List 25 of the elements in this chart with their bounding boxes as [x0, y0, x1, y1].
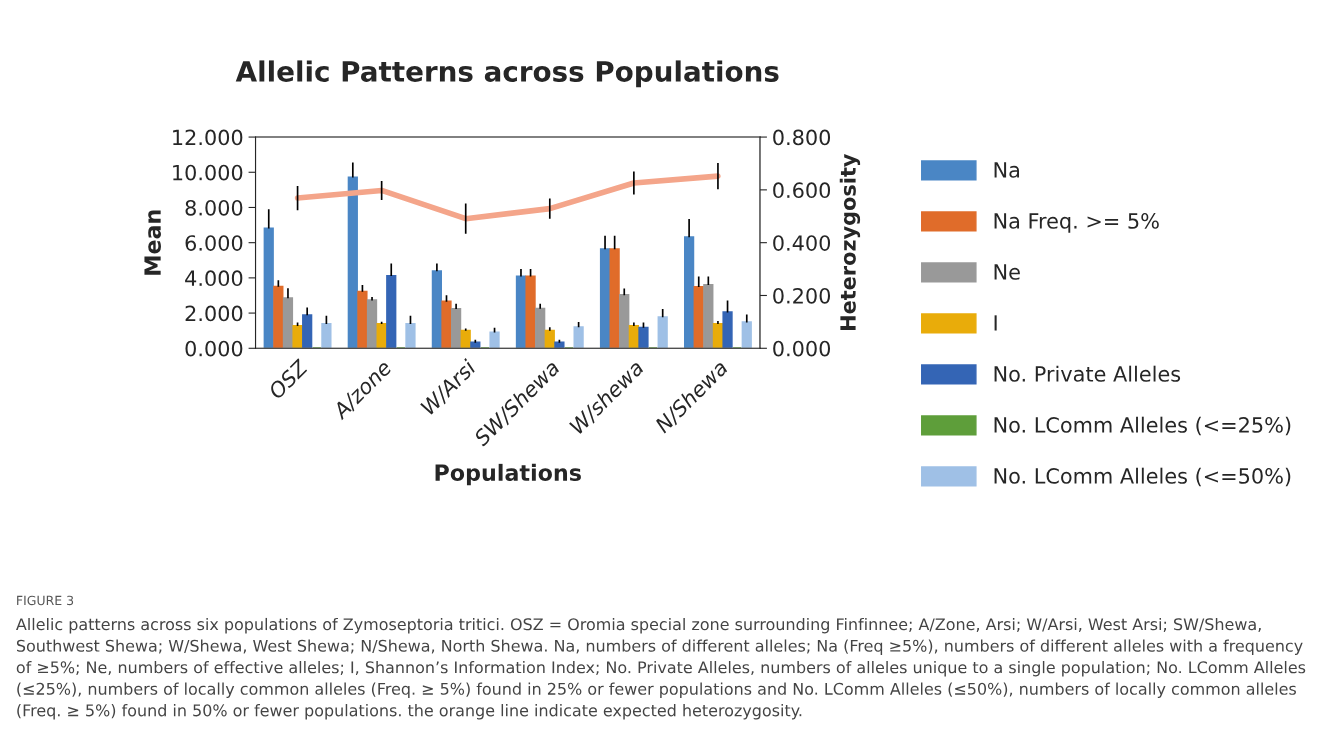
- legend-label: Na Freq. >= 5%: [994, 213, 1159, 233]
- caption: FIGURE 3: [17, 595, 74, 606]
- x-axis-title: Populations: [435, 463, 581, 486]
- y-tick-label: 2.000: [185, 305, 243, 322]
- legend-label: I: [994, 315, 997, 331]
- y2-tick-label: 0.400: [773, 235, 831, 251]
- y2-axis-title: Heterozygosity: [839, 153, 861, 330]
- legend-label: No. Private Alleles: [994, 365, 1181, 382]
- y2-tick-label: 0.800: [773, 129, 831, 146]
- y-tick-label: 10.000: [173, 164, 243, 181]
- y2-tick-label: 0.600: [773, 182, 831, 199]
- legend-label: No. LComm Alleles (<=25%): [994, 416, 1291, 436]
- text: Allelic patterns across six populations of Zymoseptoria tritici. OSZ = Oromia special zone surrounding Finfinnee; A/Zone, Arsi; W/Arsi, West Arsi; SW/Shewa, Southwest Shewa; W/Shewa, West Shewa; N/Shewa, North Shewa. Na, numbers of different alleles; Na (Freq ≥5%), numbers of different alleles with a frequency of ≥5%; Ne, numbers of effective alleles; I, Shannon’s Information Index; No. Private Alleles, numbers of alleles unique to a single population; No. LComm Alleles (≤25%), numbers of locally common alleles (Freq. ≥ 5%) found in 25% or fewer populations and No. LComm Alleles (≤50%), numbers of locally common alleles (Freq. ≥ 5%) found in 50% or fewer populations. the orange line indicate expected heterozygosity.: [16, 617, 1306, 720]
- y-axis-title: Mean: [144, 210, 161, 275]
- y-tick-label: 8.000: [185, 199, 243, 216]
- legend-label: Ne: [994, 264, 1020, 280]
- y-tick-label: 12.000: [173, 129, 243, 146]
- y-tick-label: 4.000: [185, 270, 243, 287]
- y-tick-label: 6.000: [185, 235, 243, 251]
- chart-title: Allelic Patterns across Populations: [235, 60, 779, 88]
- legend-label: Na: [994, 162, 1020, 178]
- legend-label: No. LComm Alleles (<=50%): [994, 467, 1291, 487]
- y-tick-label: 0.000: [185, 340, 243, 357]
- y2-tick-label: 0.200: [773, 287, 831, 304]
- y2-tick-label: 0.000: [773, 340, 831, 357]
